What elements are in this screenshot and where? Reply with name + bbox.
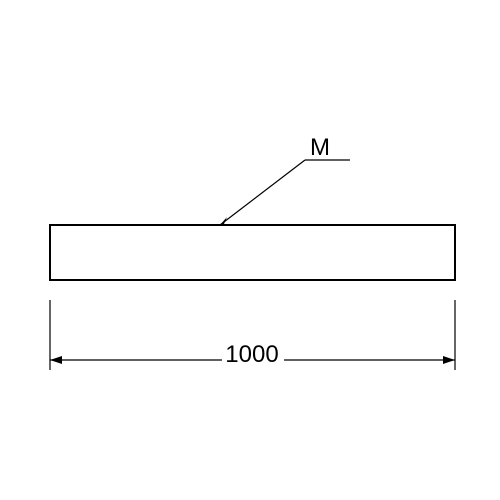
dim-arrow-right bbox=[443, 356, 455, 364]
dimension-label: 1000 bbox=[225, 341, 278, 368]
callout-label: M bbox=[310, 134, 330, 161]
callout-leader bbox=[220, 160, 350, 225]
rod-rectangle bbox=[50, 225, 455, 280]
callout-line-diag bbox=[220, 160, 305, 225]
dim-arrow-left bbox=[50, 356, 62, 364]
